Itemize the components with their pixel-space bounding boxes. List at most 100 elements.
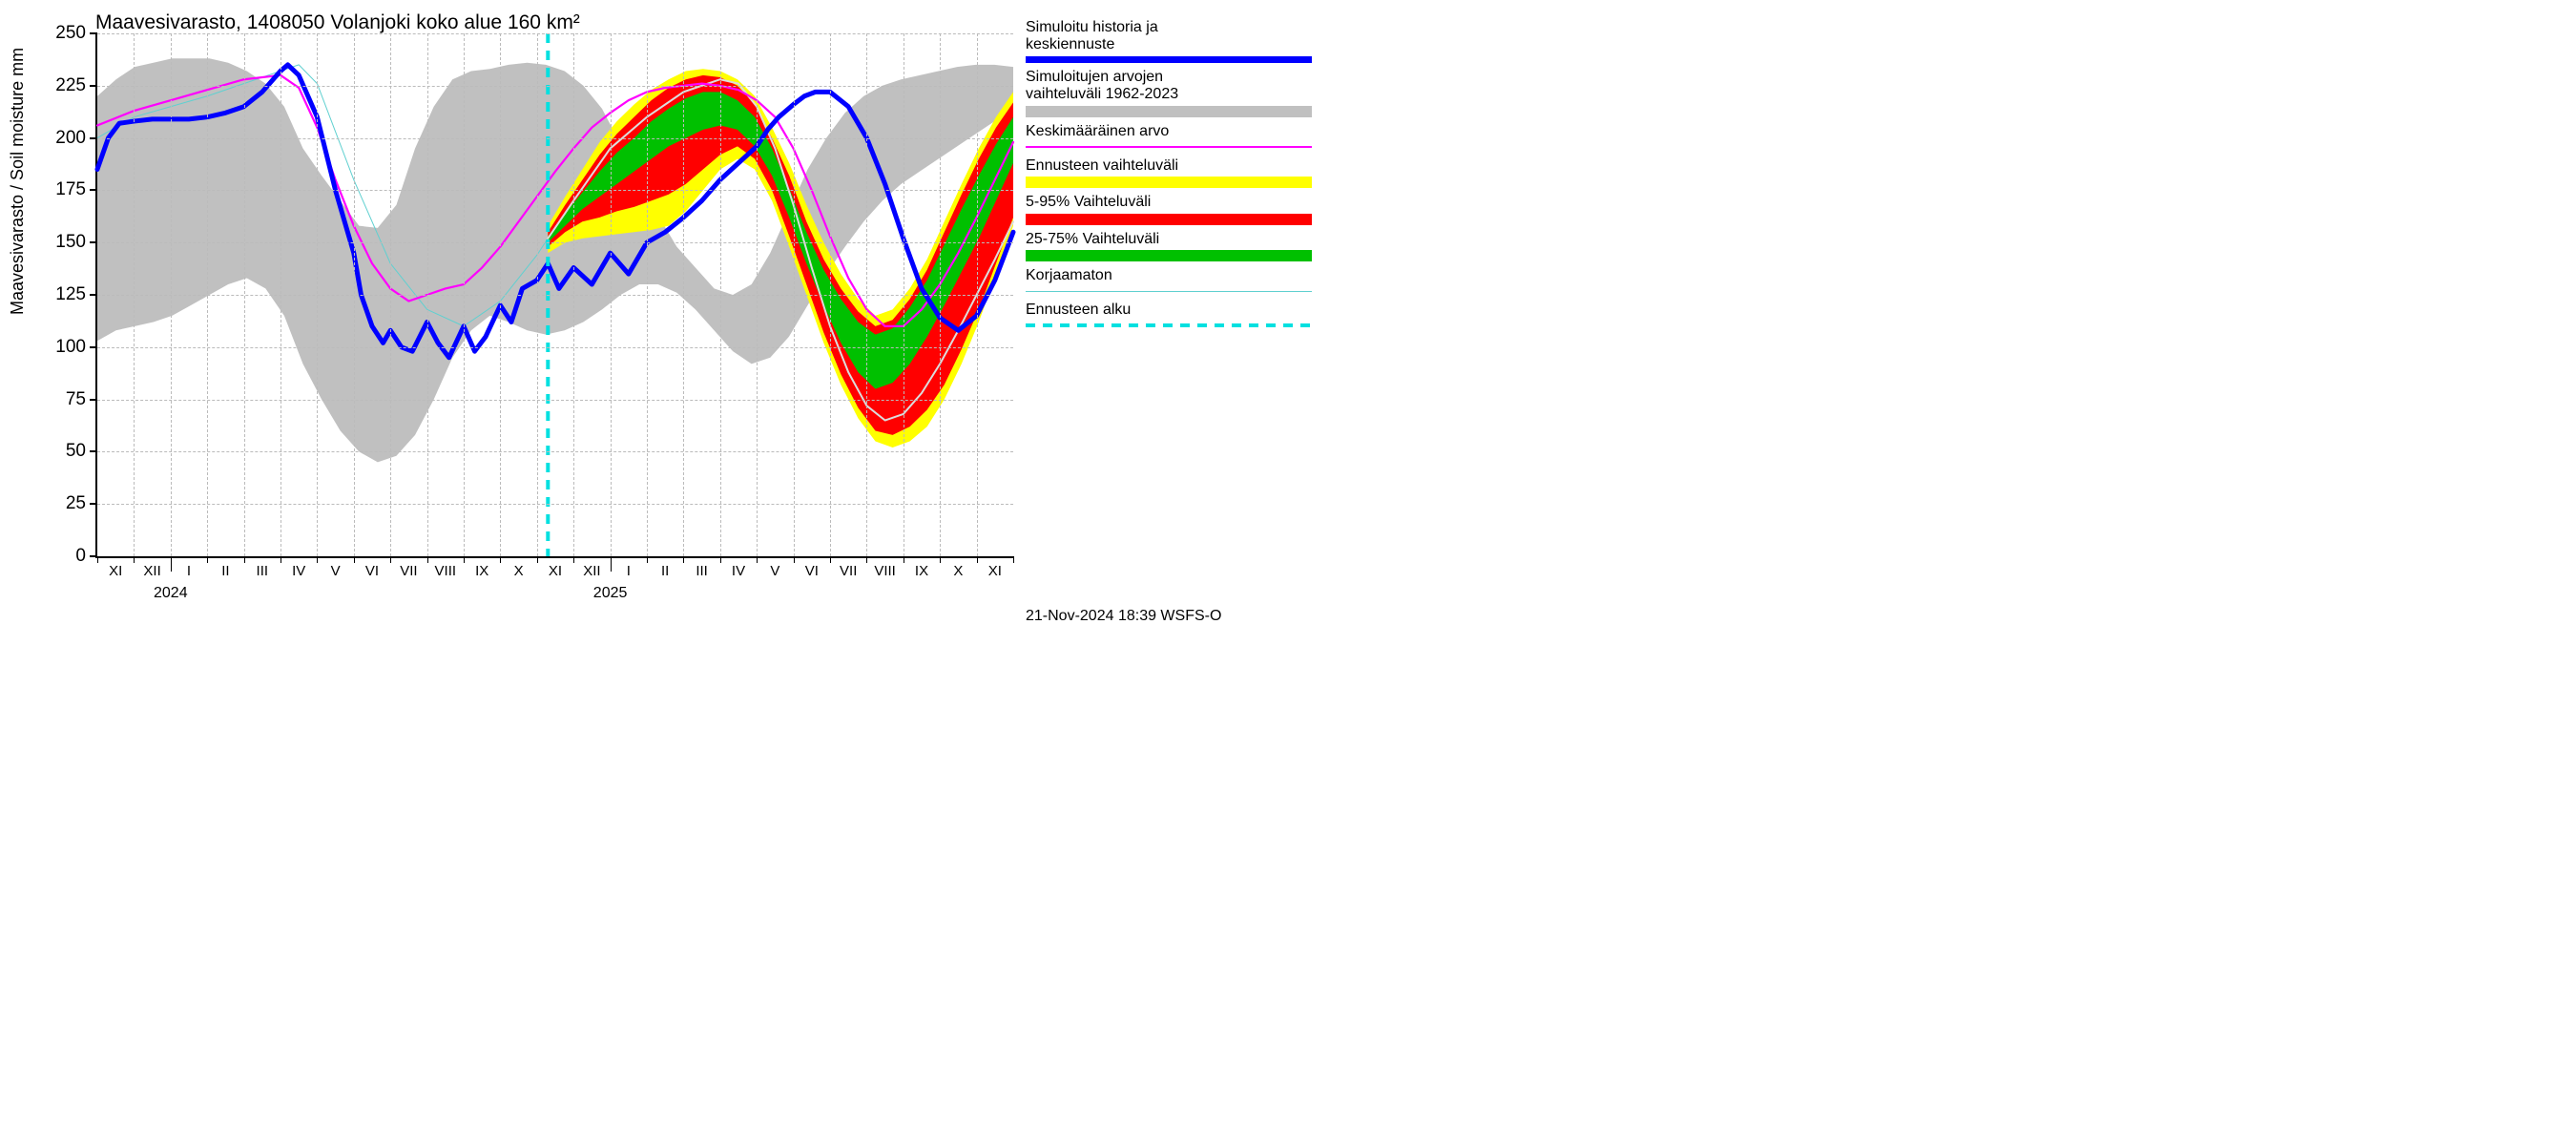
- grid-line-h: [97, 190, 1013, 191]
- xtick-label: VI: [365, 563, 379, 579]
- grid-line-h: [97, 138, 1013, 139]
- xtick-label: VIII: [874, 563, 896, 579]
- ytick-label: 150: [29, 232, 86, 253]
- xtick-minor: [794, 556, 795, 563]
- xtick-label: X: [514, 563, 524, 579]
- grid-line-v: [573, 33, 574, 556]
- xtick-minor: [280, 556, 281, 563]
- ytick-label: 75: [29, 389, 86, 410]
- grid-line-v: [757, 33, 758, 556]
- xtick-label: VIII: [435, 563, 457, 579]
- ytick-mark: [90, 503, 97, 505]
- legend-label: Ennusteen alku: [1026, 302, 1417, 319]
- xtick-minor: [1013, 556, 1014, 563]
- xtick-label: II: [661, 563, 669, 579]
- ytick-mark: [90, 85, 97, 87]
- legend-label: Ennusteen vaihteluväli: [1026, 157, 1417, 175]
- footer-timestamp: 21-Nov-2024 18:39 WSFS-O: [1026, 608, 1221, 625]
- ytick-mark: [90, 555, 97, 557]
- xtick-label: XI: [109, 563, 122, 579]
- grid-line-v: [464, 33, 465, 556]
- grid-line-v: [537, 33, 538, 556]
- ytick-label: 0: [29, 546, 86, 567]
- ytick-label: 50: [29, 441, 86, 462]
- xtick-label: XI: [988, 563, 1002, 579]
- grid-line-v: [500, 33, 501, 556]
- xtick-label: XII: [583, 563, 600, 579]
- grid-line-v: [830, 33, 831, 556]
- xtick-minor: [866, 556, 867, 563]
- year-label: 2024: [154, 585, 188, 602]
- xtick-label: IV: [732, 563, 745, 579]
- xtick-label: IX: [475, 563, 488, 579]
- xtick-minor: [977, 556, 978, 563]
- grid-line-h: [97, 242, 1013, 243]
- grid-line-v: [207, 33, 208, 556]
- legend-item: Keskimääräinen arvo: [1026, 123, 1417, 148]
- xtick-label: IV: [292, 563, 305, 579]
- legend-label: Simuloitu historia jakeskiennuste: [1026, 19, 1417, 54]
- xtick-minor: [537, 556, 538, 563]
- ytick-mark: [90, 294, 97, 296]
- xtick-minor: [464, 556, 465, 563]
- legend-swatch: [1026, 177, 1312, 188]
- xtick-minor: [134, 556, 135, 563]
- chart-canvas: Maavesivarasto, 1408050 Volanjoki koko a…: [0, 0, 1431, 636]
- xtick-minor: [390, 556, 391, 563]
- grid-line-v: [977, 33, 978, 556]
- legend-swatch: [1026, 250, 1312, 261]
- grid-line-v: [280, 33, 281, 556]
- y-axis-label: Maavesivarasto / Soil moisture mm: [8, 48, 28, 315]
- legend-label: Simuloitujen arvojenvaihteluväli 1962-20…: [1026, 69, 1417, 104]
- legend-swatch: [1026, 56, 1312, 63]
- ytick-mark: [90, 189, 97, 191]
- xtick-minor: [940, 556, 941, 563]
- ytick-mark: [90, 137, 97, 139]
- grid-line-v: [866, 33, 867, 556]
- ytick-label: 225: [29, 75, 86, 96]
- grid-line-h: [97, 400, 1013, 401]
- xtick-label: II: [221, 563, 229, 579]
- xtick-minor: [97, 556, 98, 563]
- legend-item: Ennusteen alku: [1026, 302, 1417, 327]
- grid-line-v: [244, 33, 245, 556]
- legend: Simuloitu historia jakeskiennuste Simuloi…: [1026, 19, 1417, 337]
- legend-item: Ennusteen vaihteluväli: [1026, 157, 1417, 188]
- xtick-label: X: [953, 563, 963, 579]
- xtick-label: V: [770, 563, 779, 579]
- xtick-minor: [647, 556, 648, 563]
- ytick-mark: [90, 450, 97, 452]
- legend-label: 25-75% Vaihteluväli: [1026, 231, 1417, 248]
- legend-swatch: [1026, 323, 1312, 327]
- ytick-mark: [90, 399, 97, 401]
- legend-swatch: [1026, 291, 1312, 292]
- xtick-minor: [244, 556, 245, 563]
- grid-line-h: [97, 86, 1013, 87]
- xtick-label: IX: [915, 563, 928, 579]
- grid-line-v: [427, 33, 428, 556]
- grid-line-v: [683, 33, 684, 556]
- xtick-label: III: [257, 563, 269, 579]
- xtick-label: VII: [840, 563, 857, 579]
- ytick-label: 175: [29, 179, 86, 200]
- grid-line-v: [171, 33, 172, 556]
- legend-label: Keskimääräinen arvo: [1026, 123, 1417, 140]
- xtick-minor: [830, 556, 831, 563]
- grid-line-v: [794, 33, 795, 556]
- plot-area: XIXIIIIIIIIIVVVIVIIVIIIIXXXIXIIIIIIIIIVV…: [95, 33, 1013, 558]
- xtick-minor: [354, 556, 355, 563]
- legend-swatch: [1026, 214, 1312, 225]
- ytick-label: 200: [29, 128, 86, 149]
- legend-label: Korjaamaton: [1026, 267, 1417, 284]
- ytick-mark: [90, 346, 97, 348]
- ytick-mark: [90, 32, 97, 34]
- xtick-minor: [573, 556, 574, 563]
- xtick-label: I: [627, 563, 631, 579]
- ytick-label: 100: [29, 337, 86, 358]
- grid-line-h: [97, 33, 1013, 34]
- xtick-minor: [757, 556, 758, 563]
- xtick-minor: [500, 556, 501, 563]
- xtick-major: [171, 556, 172, 572]
- legend-item: Simuloitu historia jakeskiennuste: [1026, 19, 1417, 63]
- legend-swatch: [1026, 106, 1312, 117]
